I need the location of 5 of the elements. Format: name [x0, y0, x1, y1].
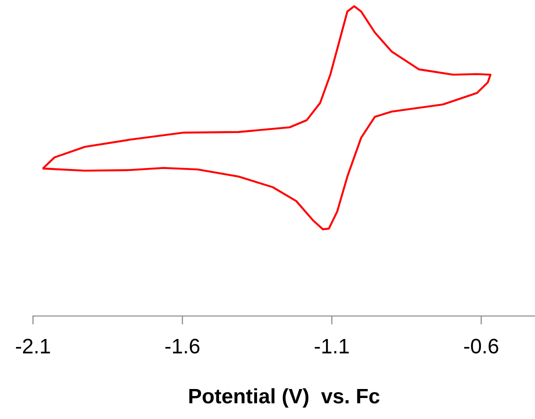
- x-tick-label: -1.1: [314, 338, 349, 354]
- x-tick-label: -1.6: [165, 338, 200, 354]
- x-tick-label: -2.1: [16, 338, 50, 354]
- x-tick-label: -0.6: [464, 338, 498, 354]
- x-axis-title: Potential (V) vs. Fc: [189, 388, 380, 408]
